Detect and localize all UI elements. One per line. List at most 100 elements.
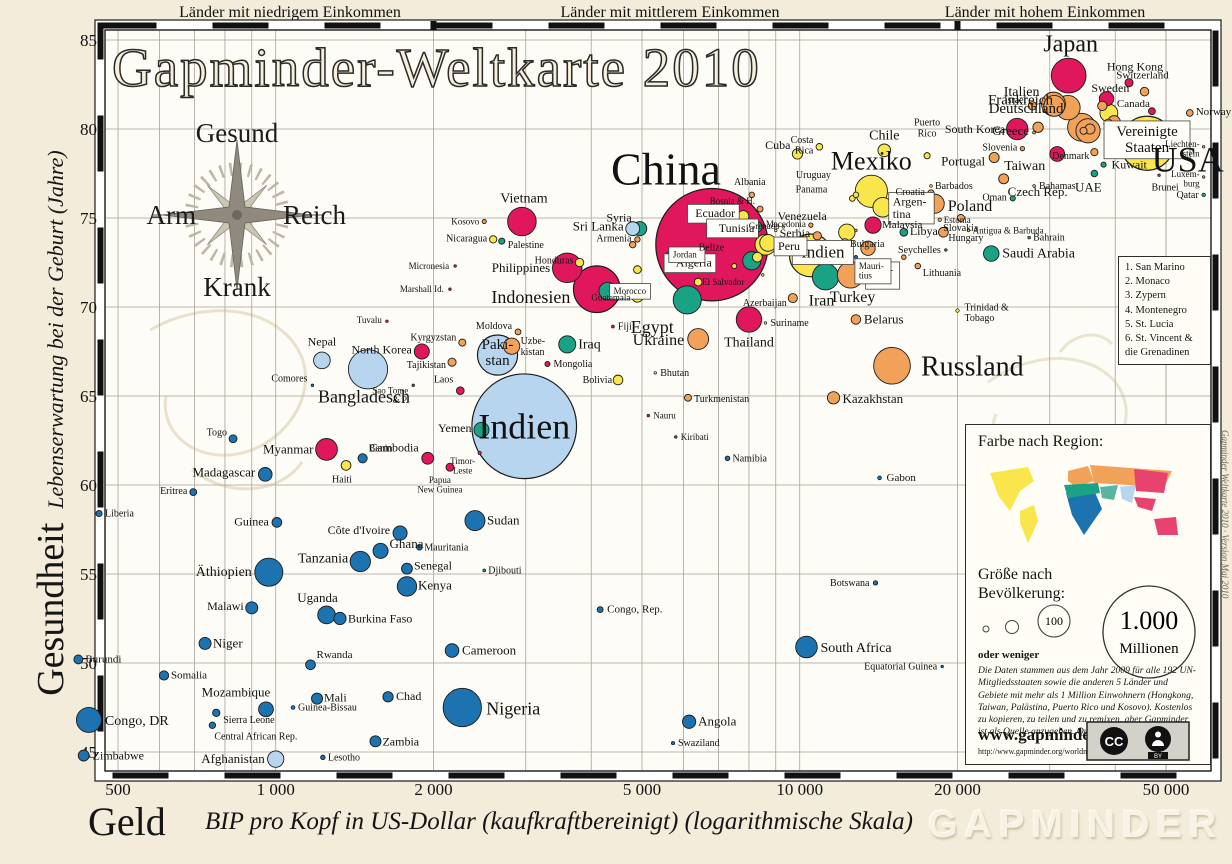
label-luxem-burg: burg [1183, 179, 1200, 189]
label-paki-stan: stan [485, 353, 510, 369]
bubble-bolivia [612, 374, 624, 386]
bubble-zimbabwe [77, 749, 90, 762]
label-sri-lanka: Sri Lanka [573, 219, 624, 234]
label-liechten-stein: stein [1183, 148, 1200, 158]
bubble-guinea-bissau [290, 705, 296, 710]
y-tick-label: 50 [80, 654, 97, 673]
label-marshall-id-: Marshall Id. [400, 284, 444, 294]
label-mali: Mali [324, 691, 347, 705]
bubble-nepal [313, 351, 331, 370]
bubble-spanien [1043, 94, 1066, 117]
map-frame-stripes [97, 22, 1219, 779]
bubble-belarus [850, 314, 862, 325]
bubble-egypt [672, 285, 702, 315]
bubble-vietnam [507, 206, 537, 237]
label-micronesia: Micronesia [409, 261, 450, 271]
bubble-st-lucia [774, 228, 778, 233]
label-benin: Benin [369, 443, 393, 454]
bubble-c-te-d-ivoire [392, 525, 408, 541]
label-guatemala: Guatemala [591, 292, 630, 302]
label-north-korea: North Korea [351, 343, 412, 357]
bubble-latvia [901, 254, 907, 260]
label-tajikistan: Tajikistan [407, 360, 446, 371]
bubble-uzbe-kistan [503, 337, 521, 355]
label-namibia: Namibia [732, 453, 767, 464]
bubble-switzerland [1139, 86, 1150, 97]
bubble-estonia [937, 217, 942, 222]
label-afghanistan: Afghanistan [201, 751, 265, 766]
label-liberia: Liberia [105, 508, 134, 519]
bubble-antigua-barbuda [966, 228, 971, 233]
label-sudan: Sudan [487, 513, 520, 528]
label-uzbe-kistan: kistan [521, 347, 545, 358]
label-turkey: Turkey [830, 289, 876, 306]
y-tick-label: 70 [80, 298, 97, 317]
bubble-niger [198, 636, 212, 650]
label-guinea: Guinea [234, 514, 269, 528]
label-albania: Albania [734, 177, 766, 188]
bubble-tanzania [349, 550, 371, 573]
label-vereinigtestaaten: Vereinigte [1116, 124, 1178, 140]
bubble-dominicana [752, 251, 763, 263]
label-nicaragua: Nicaragua [446, 233, 488, 244]
bubble-myanmar [315, 438, 338, 461]
bubble-montenegro [854, 228, 858, 233]
bubble-marshall-id- [448, 287, 452, 291]
label-thailand: Thailand [724, 335, 774, 350]
bubble-bahrain [1027, 235, 1031, 240]
bubble-zypern [1032, 130, 1036, 135]
label-costarica: Rica [795, 145, 814, 156]
label-suriname: Suriname [770, 318, 809, 329]
label-croatia: Croatia [896, 187, 926, 198]
bubble-nauru [646, 413, 650, 418]
bubble-uruguay [852, 191, 860, 199]
label-japan: Japan [1043, 32, 1098, 58]
bubble-sweden [1097, 100, 1108, 112]
label-malaysia: Malaysia [882, 219, 922, 231]
label-box [706, 218, 759, 239]
label-box [668, 246, 706, 263]
label-paki-stan: Paki- [482, 337, 514, 353]
bubble-norway [1185, 109, 1194, 117]
label-sweden: Sweden [1091, 81, 1129, 95]
bubble-bahamas [1032, 184, 1036, 188]
label-portugal: Portugal [941, 153, 985, 168]
bubble-grenada [781, 225, 785, 229]
bubble-cameroon [444, 643, 460, 658]
label-canada: Canada [1117, 98, 1150, 110]
label-argen-tina: Argen- [893, 194, 927, 208]
bubble-chad [382, 691, 394, 703]
label-angola: Angola [698, 714, 737, 729]
bubble-azerbaijan [787, 293, 798, 304]
decorative-beast-left [149, 309, 307, 491]
bubble-sri-lanka [625, 221, 641, 237]
bubble-sudan [464, 510, 486, 532]
label-madagascar: Madagascar [192, 464, 255, 479]
label-mauri-tius: tius [859, 271, 873, 281]
label-zambia: Zambia [382, 734, 419, 748]
bubble-lesotho [320, 754, 326, 761]
bubble-iran [811, 263, 840, 291]
bubble-moldova [514, 328, 522, 336]
y-tick-label: 65 [80, 387, 97, 406]
label-gabon: Gabon [887, 472, 917, 484]
label-iraq: Iraq [578, 337, 601, 352]
label-bhutan: Bhutan [660, 368, 689, 379]
bubble-qatar [1201, 192, 1206, 198]
bubble-malawi [245, 601, 259, 615]
bubble-mauritania [416, 544, 423, 551]
bubble-liberia [95, 509, 103, 518]
bubble-turkmenistan [684, 393, 692, 402]
label-frankreich: Frankreich [988, 93, 1053, 109]
label-serbia: Serbia [780, 226, 811, 240]
label-moldova: Moldova [476, 321, 513, 332]
bubble-nigeria [442, 687, 482, 728]
bubble-rwanda [305, 659, 316, 671]
label-cameroon: Cameroon [462, 643, 517, 658]
label-ecuador: Ecuador [695, 206, 735, 220]
label-congo-dr: Congo, DR [105, 714, 169, 729]
label-timor-leste: Timor- [450, 456, 475, 466]
label-liechten-stein: Liechten- [1165, 139, 1199, 149]
label-ghana: Ghana [390, 536, 424, 551]
bubble-sao-tome-p- [411, 383, 415, 387]
